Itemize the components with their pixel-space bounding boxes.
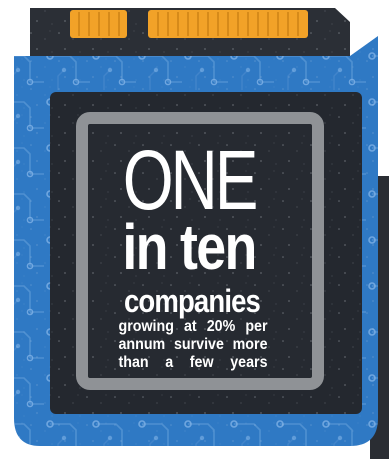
detail-word: 20% [206,318,236,335]
detail-word: more [232,336,268,353]
detail-word: per [245,318,268,335]
detail-word: growing [118,318,174,335]
detail-word: survive [173,336,224,353]
detail-word: annum [118,336,166,353]
detail-word: few [189,354,214,371]
chip-grey-frame [76,112,324,390]
detail-line-2: annum survive more [118,336,267,353]
detail-word: at [183,318,197,335]
gold-connector-pins-icon [70,10,308,38]
detail-word: a [165,354,174,371]
detail-line-1: growing at 20% per [118,318,267,335]
headline-in-ten: in ten [122,211,257,283]
detail-word: than [118,354,149,371]
detail-line-3: than a few years [118,354,267,371]
headline-companies: companies [123,283,261,319]
headline-one: ONE [122,133,259,227]
detail-word: years [230,354,268,371]
